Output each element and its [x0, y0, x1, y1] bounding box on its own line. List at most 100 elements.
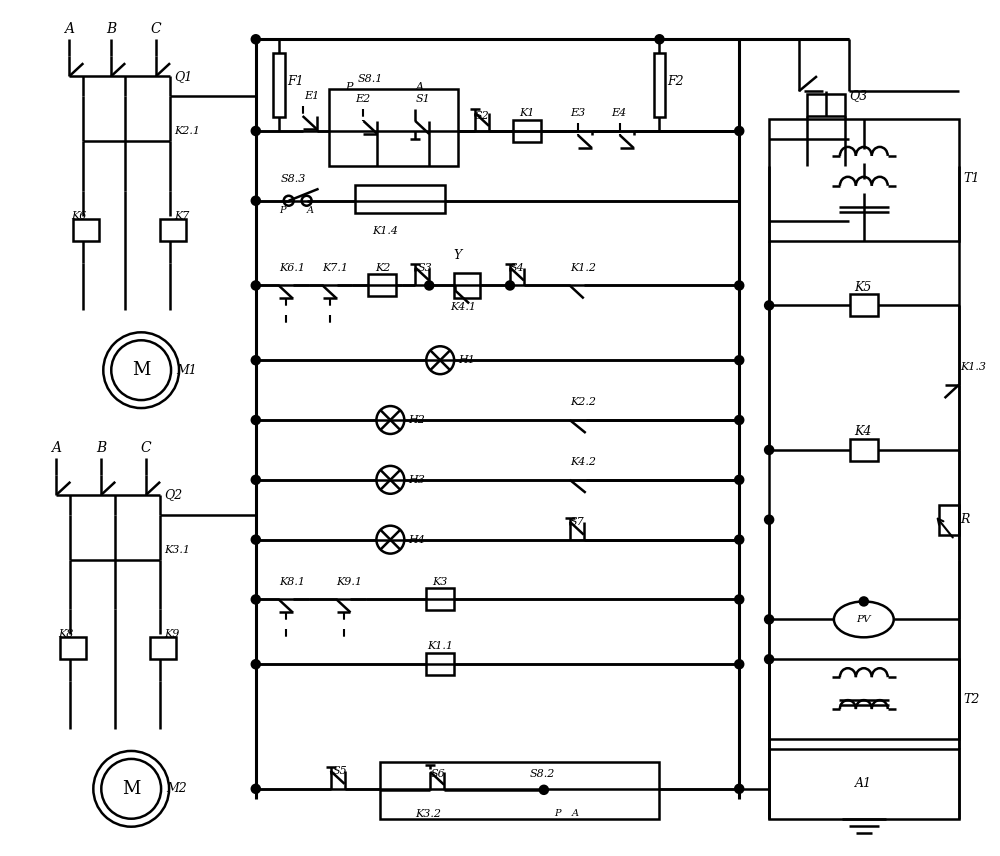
Bar [939, 505, 959, 535]
Bar [769, 749, 959, 818]
Bar [329, 89, 458, 166]
Circle shape [735, 127, 743, 135]
Text: K1.3: K1.3 [961, 362, 987, 372]
Text: M: M [122, 780, 140, 798]
Circle shape [540, 786, 548, 794]
Text: A1: A1 [855, 777, 872, 790]
Bar [654, 53, 665, 117]
Circle shape [860, 597, 868, 605]
Circle shape [252, 356, 260, 364]
Circle shape [252, 596, 260, 603]
Text: M2: M2 [166, 782, 187, 795]
Bar [426, 653, 454, 675]
Text: S1: S1 [415, 94, 430, 104]
Text: H1: H1 [458, 355, 475, 366]
Text: H3: H3 [408, 475, 425, 484]
Circle shape [376, 466, 404, 494]
Bar [769, 659, 959, 739]
Circle shape [376, 526, 404, 554]
Circle shape [765, 615, 773, 623]
Text: M: M [132, 361, 150, 379]
Bar [850, 439, 878, 461]
Text: C: C [151, 22, 161, 36]
Circle shape [735, 785, 743, 793]
Circle shape [376, 406, 404, 434]
Circle shape [735, 536, 743, 544]
Text: K6: K6 [71, 211, 87, 221]
Text: Q1: Q1 [174, 69, 192, 83]
Circle shape [252, 476, 260, 484]
Circle shape [252, 536, 260, 544]
Text: H4: H4 [408, 535, 425, 544]
Text: K5: K5 [854, 281, 871, 294]
Text: S8.2: S8.2 [530, 769, 555, 779]
Text: Q2: Q2 [164, 488, 182, 502]
Circle shape [302, 196, 312, 205]
Bar [60, 638, 86, 659]
Text: T2: T2 [963, 693, 980, 705]
Text: F2: F2 [667, 74, 684, 87]
Text: S6: S6 [430, 769, 445, 779]
Bar [355, 185, 445, 212]
Text: A: A [572, 809, 579, 818]
Text: S4: S4 [510, 263, 525, 272]
Text: S7: S7 [570, 517, 585, 526]
Circle shape [426, 347, 454, 374]
Text: C: C [141, 441, 151, 455]
Text: K6.1: K6.1 [279, 263, 305, 272]
Text: A: A [416, 82, 424, 92]
Circle shape [252, 35, 260, 44]
Circle shape [765, 446, 773, 454]
Circle shape [735, 416, 743, 424]
Text: K1.4: K1.4 [372, 226, 398, 235]
Text: T1: T1 [963, 172, 980, 185]
Bar [807, 94, 845, 116]
Text: K2.2: K2.2 [570, 397, 596, 407]
Circle shape [735, 476, 743, 484]
Bar [380, 762, 659, 818]
Bar [513, 120, 541, 142]
Text: K3.1: K3.1 [164, 544, 190, 555]
Text: K3.2: K3.2 [415, 809, 441, 818]
Bar [769, 119, 959, 241]
Circle shape [252, 282, 260, 289]
Circle shape [252, 660, 260, 669]
Bar [454, 272, 480, 299]
Circle shape [252, 197, 260, 205]
Text: B: B [106, 22, 116, 36]
Text: K1.1: K1.1 [427, 641, 453, 651]
Circle shape [735, 282, 743, 289]
Text: K8.1: K8.1 [279, 576, 305, 586]
Text: A: A [307, 206, 314, 215]
Text: K9: K9 [164, 629, 179, 639]
Circle shape [111, 341, 171, 400]
Text: K4.2: K4.2 [570, 457, 596, 467]
Text: K2: K2 [375, 263, 390, 272]
Text: F1: F1 [287, 74, 303, 87]
Circle shape [93, 751, 169, 827]
Text: E1: E1 [305, 91, 320, 101]
Bar [850, 294, 878, 317]
Text: K9.1: K9.1 [337, 576, 363, 586]
Text: S8.1: S8.1 [358, 74, 383, 84]
Text: E4: E4 [612, 108, 627, 118]
Text: Y: Y [453, 249, 461, 262]
Circle shape [284, 196, 294, 205]
Text: S3: S3 [417, 263, 432, 272]
Text: K7: K7 [174, 211, 189, 221]
Circle shape [252, 785, 260, 793]
Bar [73, 218, 99, 241]
Text: B: B [96, 441, 106, 455]
Text: P: P [345, 82, 352, 92]
Text: E3: E3 [570, 108, 585, 118]
Text: K4.1: K4.1 [450, 302, 476, 312]
Text: K8: K8 [58, 629, 74, 639]
Text: R: R [961, 514, 970, 526]
Bar [150, 638, 176, 659]
Text: H2: H2 [408, 415, 425, 425]
Circle shape [765, 655, 773, 663]
Circle shape [252, 416, 260, 424]
Bar [368, 275, 396, 296]
Bar [426, 588, 454, 610]
Circle shape [765, 515, 773, 524]
